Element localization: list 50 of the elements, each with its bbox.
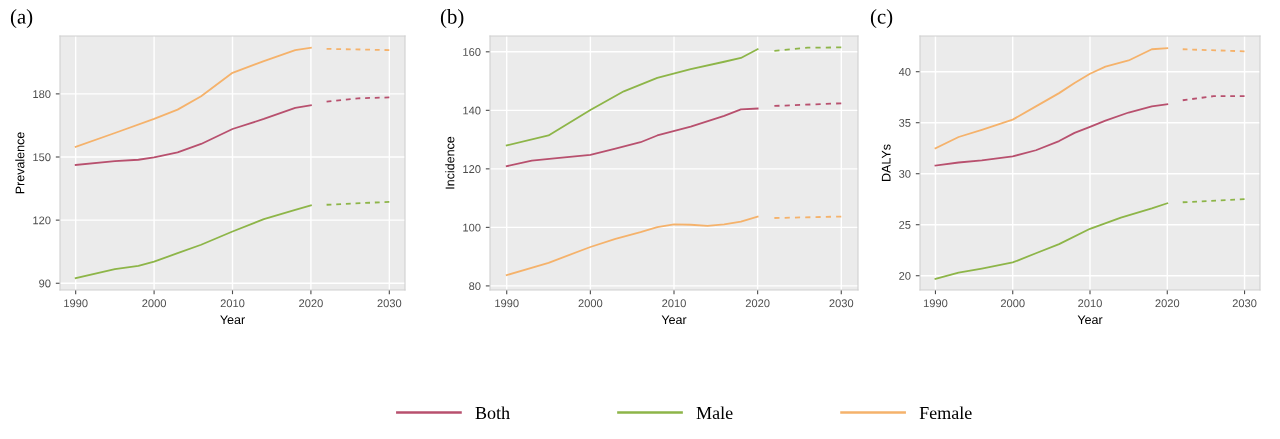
y-tick-label: 90 <box>39 279 51 288</box>
x-tick-label: 1990 <box>923 299 948 308</box>
x-tick-label: 2010 <box>1078 299 1102 308</box>
x-tick-label: 2020 <box>299 299 323 308</box>
x-axis-title: Year <box>220 315 245 325</box>
y-tick-label: 180 <box>33 90 51 99</box>
legend-label: Both <box>475 406 510 420</box>
x-tick-label: 2030 <box>1232 299 1257 308</box>
x-axis-title: Year <box>661 315 687 325</box>
line-series <box>505 48 759 147</box>
x-tick-label: 2000 <box>142 299 167 308</box>
chart-title: (a) <box>10 9 33 28</box>
chart-title: (b) <box>440 9 464 28</box>
y-tick-label: 80 <box>469 282 481 291</box>
line-series <box>74 204 312 280</box>
x-tick-label: 2020 <box>1155 299 1180 308</box>
line-series <box>934 202 1169 280</box>
y-tick-label: 20 <box>899 271 911 280</box>
x-tick-label: 2010 <box>662 299 686 308</box>
line-series <box>934 47 1169 150</box>
line-series <box>505 215 759 276</box>
y-tick-label: 140 <box>463 106 481 115</box>
x-axis-title: Year <box>1077 315 1103 325</box>
y-tick-label: 30 <box>899 169 911 178</box>
y-tick-label: 120 <box>33 216 51 225</box>
y-tick-label: 100 <box>463 223 481 232</box>
line-series <box>74 104 312 166</box>
y-axis-title: Incidence <box>445 136 455 189</box>
legend-label: Male <box>696 406 733 420</box>
y-tick-label: 160 <box>463 48 481 56</box>
x-tick-label: 2030 <box>829 299 854 308</box>
y-tick-label: 150 <box>33 153 51 162</box>
y-tick-label: 40 <box>898 67 911 76</box>
line-series <box>934 103 1169 167</box>
x-tick-label: 1990 <box>495 299 519 308</box>
y-axis-title: Prevalence <box>15 132 25 194</box>
y-tick-label: 35 <box>899 118 911 127</box>
x-tick-label: 2010 <box>220 299 245 308</box>
line-series <box>74 46 312 148</box>
y-axis-title: DALYs <box>881 144 891 181</box>
y-tick-label: 120 <box>463 165 481 173</box>
x-tick-label: 2000 <box>1000 299 1025 308</box>
x-tick-label: 2030 <box>377 299 402 308</box>
line-series <box>505 107 759 168</box>
legend-label: Female <box>919 406 972 420</box>
x-tick-label: 2020 <box>745 299 770 308</box>
chart-title: (c) <box>870 9 893 28</box>
x-tick-label: 2000 <box>578 299 603 308</box>
x-tick-label: 1990 <box>64 299 88 308</box>
y-tick-label: 25 <box>899 220 911 229</box>
